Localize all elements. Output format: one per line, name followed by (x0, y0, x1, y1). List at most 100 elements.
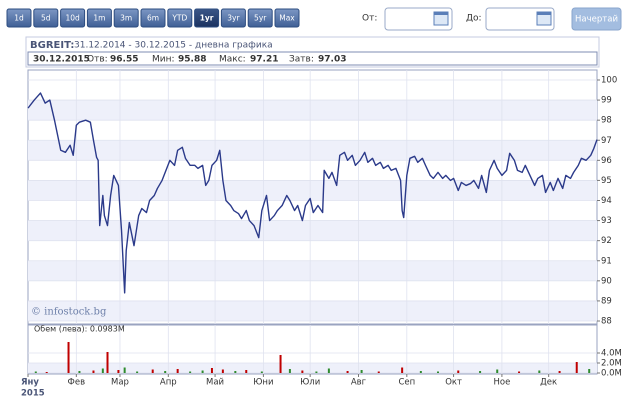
range-button[interactable] (167, 8, 193, 28)
low: 95.88 (178, 55, 206, 65)
subtitle: 31.12.2014 - 30.12.2015 - дневна графика (74, 41, 273, 51)
open: 96.55 (110, 55, 138, 65)
y-tick-label: 0.0M (601, 369, 622, 379)
from-label: От: (362, 14, 377, 24)
y-tick-label: 90 (601, 276, 612, 286)
open-label: Отв: (87, 55, 108, 65)
high: 97.21 (250, 55, 278, 65)
symbol: BGREIT: (30, 40, 74, 51)
to-label: До: (466, 14, 482, 24)
range-button-label[interactable]: 10d (65, 14, 80, 23)
close-label: Затв: (289, 55, 314, 65)
y-tick-label: 93 (601, 216, 612, 226)
volume-bar (457, 370, 460, 373)
volume-bar (234, 371, 237, 373)
range-button-label[interactable]: 6m (147, 14, 159, 23)
grid-band (28, 260, 597, 281)
volume-bar (496, 369, 499, 373)
volume-bar (346, 371, 349, 373)
x-tick-label: Фев (68, 378, 86, 388)
range-button[interactable] (6, 8, 32, 28)
y-tick-label: 98 (601, 116, 612, 126)
volume-bar (67, 342, 70, 373)
volume-bar (78, 371, 81, 373)
high-label: Макс: (219, 55, 246, 65)
volume-bar (288, 369, 291, 373)
x-year-label: 2015 (21, 389, 45, 399)
x-tick-label: Ное (493, 378, 510, 388)
quote-date: 30.12.2015 (33, 55, 90, 65)
volume-bar (327, 368, 330, 373)
volume-bar (377, 371, 380, 373)
volume-bar (210, 368, 213, 373)
volume-bar (164, 371, 167, 373)
x-tick-label: Сеп (398, 378, 415, 388)
x-tick-label: Авг (351, 378, 367, 388)
range-button[interactable] (274, 8, 300, 28)
grid-band (28, 300, 597, 321)
volume-bar (575, 362, 578, 373)
volume-bar (436, 371, 439, 373)
draw-button[interactable] (571, 7, 622, 31)
volume-bar (201, 370, 204, 373)
draw-button-label[interactable]: Начертай (575, 15, 618, 25)
from-input[interactable] (384, 7, 453, 31)
range-button-label[interactable]: 3yr (227, 14, 240, 23)
volume-bar (92, 370, 95, 373)
range-button[interactable] (60, 8, 86, 28)
volume-bar (245, 370, 248, 373)
range-button-label[interactable]: 5yr (254, 14, 267, 23)
range-button[interactable] (220, 8, 246, 28)
toolbar: 1d 5d 10d 1m 3m 6m YTD 1yr 3yr 5yr Max (6, 8, 300, 28)
volume-bar (117, 370, 120, 373)
y-tick-label: 88 (601, 317, 612, 327)
range-button-label[interactable]: Max (279, 14, 295, 23)
y-tick-label: 91 (601, 256, 612, 266)
volume-bar (151, 369, 154, 373)
y-tick-label: 95 (601, 176, 612, 186)
y-tick-label: 99 (601, 96, 612, 106)
volume-bar (176, 369, 179, 373)
range-button-label[interactable]: 5d (41, 14, 51, 23)
range-button-label[interactable]: YTD (171, 14, 187, 23)
range-button-label[interactable]: 3m (120, 14, 132, 23)
x-tick-label: Апр (160, 378, 177, 388)
x-tick-label: Дек (540, 378, 557, 388)
y-tick-label: 94 (601, 196, 612, 206)
volume-bar (360, 370, 363, 373)
volume-bar (401, 367, 404, 373)
low-label: Мин: (152, 55, 175, 65)
y-tick-label: 97 (601, 136, 612, 146)
watermark: © infostock.bg (31, 307, 107, 318)
range-button-label[interactable]: 1yr (200, 14, 214, 23)
volume-bar (136, 371, 139, 373)
charts: 88 89 90 91 92 93 94 95 96 97 98 99 100 © infostock.b… (21, 69, 622, 399)
volume-bar (419, 371, 422, 373)
volume-bar (45, 372, 48, 373)
range-button-label[interactable]: 1m (93, 14, 105, 23)
y-tick-label: 92 (601, 236, 612, 246)
volume-bar (34, 371, 37, 373)
volume-bar (101, 368, 104, 373)
x-tick-label: Май (206, 378, 224, 388)
grid-band (28, 100, 597, 121)
grid-band (28, 180, 597, 201)
y-tick-label: 2.0M (601, 359, 622, 369)
to-input[interactable] (485, 7, 555, 31)
volume-bar (221, 369, 224, 373)
x-tick-label: Юни (253, 378, 273, 388)
range-button[interactable] (113, 8, 139, 28)
range-button[interactable] (194, 8, 220, 28)
volume-title: Обем (лева): 0.0983M (34, 325, 125, 334)
volume-bar (279, 355, 282, 373)
y-tick-label: 100 (601, 76, 617, 86)
volume-bar (518, 371, 521, 373)
range-button[interactable] (33, 8, 59, 28)
y-tick-label: 96 (601, 156, 612, 166)
range-button[interactable] (86, 8, 112, 28)
range-button-label[interactable]: 1d (14, 14, 24, 23)
range-button[interactable] (247, 8, 273, 28)
range-button[interactable] (140, 8, 166, 28)
volume-bar (558, 371, 561, 373)
